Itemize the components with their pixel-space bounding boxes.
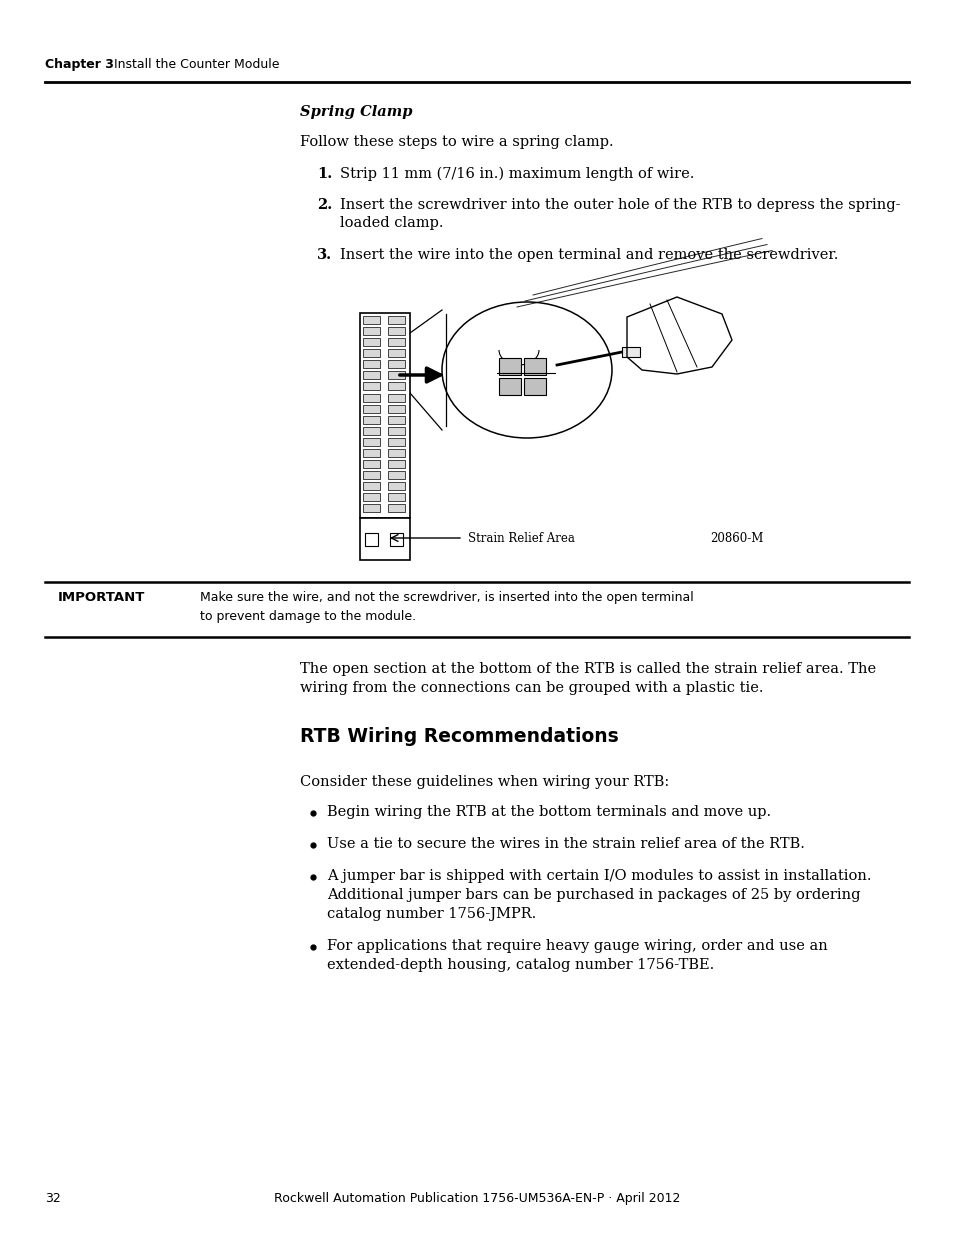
Bar bbox=[388, 316, 405, 324]
Bar bbox=[388, 450, 405, 457]
Bar bbox=[388, 416, 405, 424]
Bar bbox=[388, 338, 405, 346]
Bar bbox=[523, 378, 545, 395]
Bar bbox=[388, 482, 405, 490]
Bar bbox=[363, 482, 379, 490]
Bar bbox=[363, 471, 379, 479]
Text: A jumper bar is shipped with certain I/O modules to assist in installation.: A jumper bar is shipped with certain I/O… bbox=[327, 869, 871, 883]
Bar bbox=[363, 461, 379, 468]
Text: For applications that require heavy gauge wiring, order and use an: For applications that require heavy gaug… bbox=[327, 939, 827, 953]
Bar bbox=[363, 416, 379, 424]
Text: IMPORTANT: IMPORTANT bbox=[58, 592, 145, 604]
Bar bbox=[363, 372, 379, 379]
Bar bbox=[388, 427, 405, 435]
Text: Additional jumper bars can be purchased in packages of 25 by ordering: Additional jumper bars can be purchased … bbox=[327, 888, 860, 902]
Bar bbox=[363, 327, 379, 335]
Text: Make sure the wire, and not the screwdriver, is inserted into the open terminal: Make sure the wire, and not the screwdri… bbox=[200, 592, 693, 604]
Bar bbox=[363, 504, 379, 513]
Text: 3.: 3. bbox=[316, 248, 332, 262]
Text: 1.: 1. bbox=[316, 167, 332, 182]
Bar bbox=[388, 394, 405, 401]
Text: Begin wiring the RTB at the bottom terminals and move up.: Begin wiring the RTB at the bottom termi… bbox=[327, 805, 770, 819]
Bar bbox=[359, 312, 410, 517]
Text: 32: 32 bbox=[45, 1192, 61, 1205]
Bar bbox=[363, 338, 379, 346]
Bar bbox=[388, 372, 405, 379]
Text: 2.: 2. bbox=[316, 198, 332, 212]
Bar bbox=[363, 383, 379, 390]
Bar bbox=[388, 350, 405, 357]
Bar bbox=[388, 504, 405, 513]
Text: Follow these steps to wire a spring clamp.: Follow these steps to wire a spring clam… bbox=[299, 135, 613, 149]
Bar bbox=[388, 461, 405, 468]
Bar bbox=[388, 405, 405, 412]
Text: catalog number 1756-JMPR.: catalog number 1756-JMPR. bbox=[327, 906, 536, 921]
Bar bbox=[621, 347, 639, 357]
Text: Insert the wire into the open terminal and remove the screwdriver.: Insert the wire into the open terminal a… bbox=[339, 248, 838, 262]
Bar bbox=[363, 350, 379, 357]
Bar bbox=[365, 534, 377, 546]
Bar bbox=[363, 493, 379, 501]
Bar bbox=[523, 358, 545, 375]
Bar bbox=[388, 383, 405, 390]
Text: Insert the screwdriver into the outer hole of the RTB to depress the spring-: Insert the screwdriver into the outer ho… bbox=[339, 198, 900, 212]
Text: Install the Counter Module: Install the Counter Module bbox=[113, 58, 279, 70]
Bar bbox=[363, 361, 379, 368]
Text: Strain Relief Area: Strain Relief Area bbox=[468, 532, 575, 545]
Bar bbox=[363, 394, 379, 401]
Text: extended-depth housing, catalog number 1756-TBE.: extended-depth housing, catalog number 1… bbox=[327, 958, 714, 972]
Bar bbox=[388, 327, 405, 335]
Bar bbox=[388, 438, 405, 446]
Bar bbox=[363, 316, 379, 324]
Text: loaded clamp.: loaded clamp. bbox=[339, 216, 443, 230]
Text: Strip 11 mm (7/16 in.) maximum length of wire.: Strip 11 mm (7/16 in.) maximum length of… bbox=[339, 167, 694, 182]
Bar bbox=[359, 517, 410, 559]
Bar bbox=[363, 405, 379, 412]
Text: Chapter 3: Chapter 3 bbox=[45, 58, 113, 70]
Text: wiring from the connections can be grouped with a plastic tie.: wiring from the connections can be group… bbox=[299, 680, 762, 695]
Bar bbox=[388, 361, 405, 368]
Text: Rockwell Automation Publication 1756-UM536A-EN-P · April 2012: Rockwell Automation Publication 1756-UM5… bbox=[274, 1192, 679, 1205]
Text: RTB Wiring Recommendations: RTB Wiring Recommendations bbox=[299, 727, 618, 746]
Bar bbox=[498, 358, 520, 375]
Text: Consider these guidelines when wiring your RTB:: Consider these guidelines when wiring yo… bbox=[299, 776, 669, 789]
Bar bbox=[498, 378, 520, 395]
Text: 20860-M: 20860-M bbox=[709, 532, 762, 545]
Bar bbox=[390, 534, 402, 546]
Bar bbox=[363, 427, 379, 435]
Bar bbox=[388, 493, 405, 501]
Text: The open section at the bottom of the RTB is called the strain relief area. The: The open section at the bottom of the RT… bbox=[299, 662, 875, 676]
Text: Use a tie to secure the wires in the strain relief area of the RTB.: Use a tie to secure the wires in the str… bbox=[327, 837, 804, 851]
Bar bbox=[363, 438, 379, 446]
Bar bbox=[363, 450, 379, 457]
Text: to prevent damage to the module.: to prevent damage to the module. bbox=[200, 610, 416, 622]
Bar bbox=[388, 471, 405, 479]
Text: Spring Clamp: Spring Clamp bbox=[299, 105, 412, 119]
